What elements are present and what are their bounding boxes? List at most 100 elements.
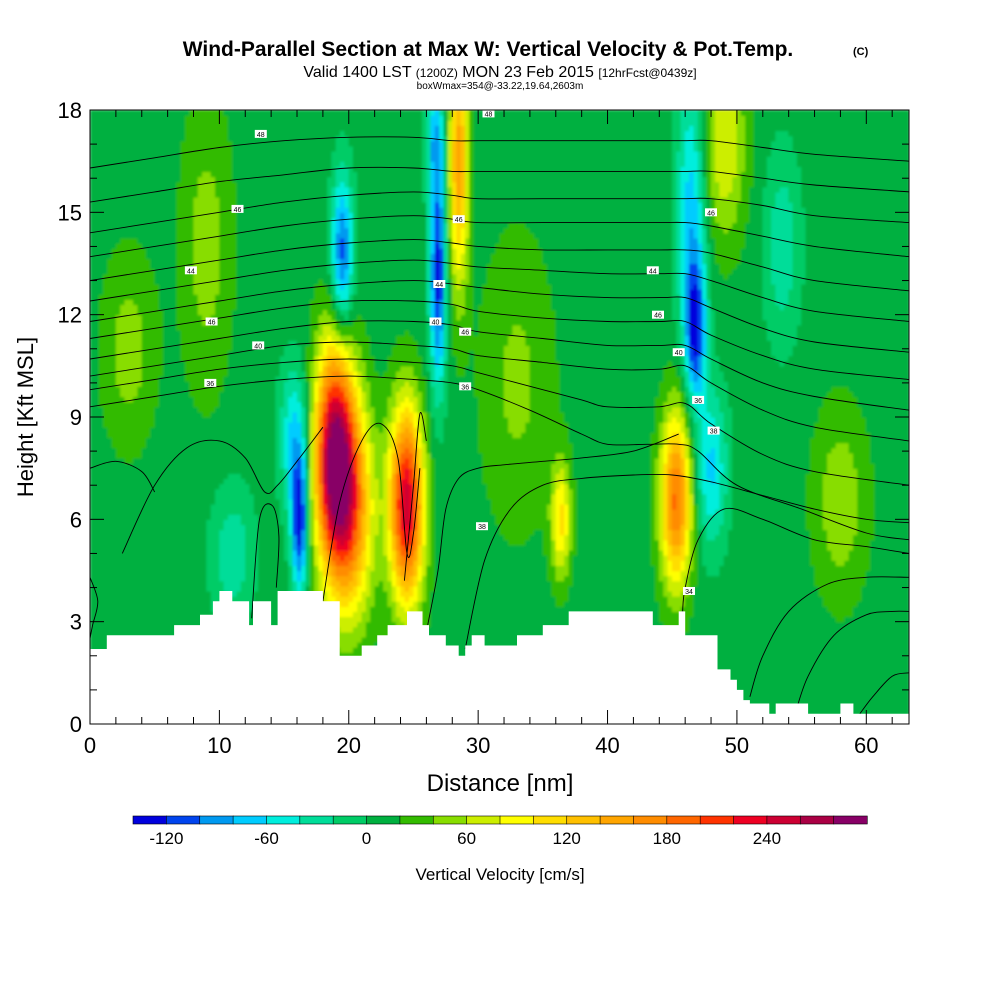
velocity-cell (202, 539, 207, 546)
velocity-cell (167, 370, 173, 377)
velocity-cell (120, 278, 126, 285)
velocity-cell (262, 299, 268, 306)
velocity-cell (102, 330, 108, 336)
velocity-cell (193, 473, 199, 479)
velocity-cell (94, 161, 100, 167)
velocity-cell (223, 529, 229, 536)
velocity-cell (258, 335, 264, 341)
velocity-cell (163, 529, 169, 536)
velocity-cell (232, 452, 238, 459)
velocity-cell (128, 447, 134, 454)
velocity-cell (258, 457, 264, 464)
velocity-cell (202, 570, 207, 577)
velocity-cell (206, 468, 212, 474)
velocity-cell (167, 110, 173, 116)
velocity-cell (90, 191, 95, 198)
velocity-cell (90, 222, 95, 229)
velocity-cell (163, 488, 169, 495)
velocity-cell (206, 345, 212, 352)
velocity-cell (262, 161, 268, 167)
velocity-cell (249, 524, 255, 531)
velocity-cell (197, 370, 203, 377)
velocity-cell (158, 575, 164, 582)
velocity-cell (115, 166, 121, 172)
velocity-cell (232, 237, 238, 244)
velocity-cell (223, 437, 229, 444)
velocity-cell (107, 488, 113, 495)
velocity-cell (258, 324, 264, 331)
velocity-cell (171, 191, 177, 198)
velocity-cell (184, 391, 190, 398)
velocity-cell (176, 110, 182, 116)
velocity-cell (232, 401, 238, 408)
velocity-cell (253, 519, 259, 526)
velocity-cell (111, 596, 117, 602)
velocity-cell (90, 488, 95, 495)
velocity-cell (180, 145, 186, 152)
velocity-cell (150, 488, 156, 495)
velocity-cell (232, 115, 238, 121)
velocity-cell (197, 575, 203, 582)
velocity-cell (158, 519, 164, 526)
velocity-cell (245, 217, 251, 224)
velocity-cell (258, 283, 264, 290)
velocity-cell (193, 181, 199, 188)
velocity-cell (184, 534, 190, 541)
velocity-cell (115, 621, 121, 628)
velocity-cell (163, 580, 169, 587)
velocity-cell (163, 396, 169, 403)
velocity-cell (167, 396, 173, 403)
velocity-cell (120, 145, 126, 152)
velocity-cell (184, 345, 190, 352)
velocity-cell (227, 422, 233, 428)
velocity-cell (124, 488, 130, 495)
velocity-cell (223, 227, 229, 234)
velocity-cell (227, 360, 233, 367)
velocity-cell (262, 463, 268, 469)
velocity-cell (223, 202, 229, 208)
velocity-cell (180, 539, 186, 546)
velocity-cell (245, 381, 251, 387)
velocity-cell (133, 483, 139, 490)
velocity-cell (206, 611, 212, 618)
velocity-cell (158, 509, 164, 515)
velocity-cell (124, 135, 130, 142)
velocity-cell (223, 386, 229, 393)
velocity-cell (240, 161, 246, 167)
velocity-cell (94, 304, 100, 311)
velocity-cell (219, 309, 225, 316)
velocity-cell (258, 181, 264, 188)
velocity-cell (158, 150, 164, 157)
velocity-cell (115, 463, 121, 469)
velocity-cell (146, 222, 151, 229)
velocity-cell (146, 217, 151, 224)
velocity-cell (197, 253, 203, 259)
velocity-cell (223, 232, 229, 239)
velocity-cell (163, 386, 169, 393)
velocity-cell (206, 580, 212, 587)
velocity-cell (158, 278, 164, 285)
velocity-cell (163, 565, 169, 572)
velocity-cell (245, 417, 251, 423)
velocity-cell (90, 145, 95, 152)
velocity-cell (189, 427, 195, 433)
velocity-cell (146, 626, 151, 633)
velocity-cell (206, 166, 212, 172)
velocity-cell (158, 539, 164, 546)
velocity-cell (210, 401, 216, 408)
velocity-cell (180, 263, 186, 270)
velocity-cell (206, 570, 212, 577)
velocity-cell (249, 493, 255, 500)
velocity-cell (111, 360, 117, 367)
velocity-cell (146, 396, 151, 403)
velocity-cell (137, 268, 143, 275)
velocity-cell (154, 427, 160, 433)
velocity-cell (219, 411, 225, 418)
velocity-cell (107, 360, 113, 367)
velocity-cell (115, 324, 121, 331)
velocity-cell (202, 529, 207, 536)
velocity-cell (210, 544, 216, 551)
velocity-cell (240, 519, 246, 526)
velocity-cell (107, 596, 113, 602)
velocity-cell (197, 442, 203, 449)
